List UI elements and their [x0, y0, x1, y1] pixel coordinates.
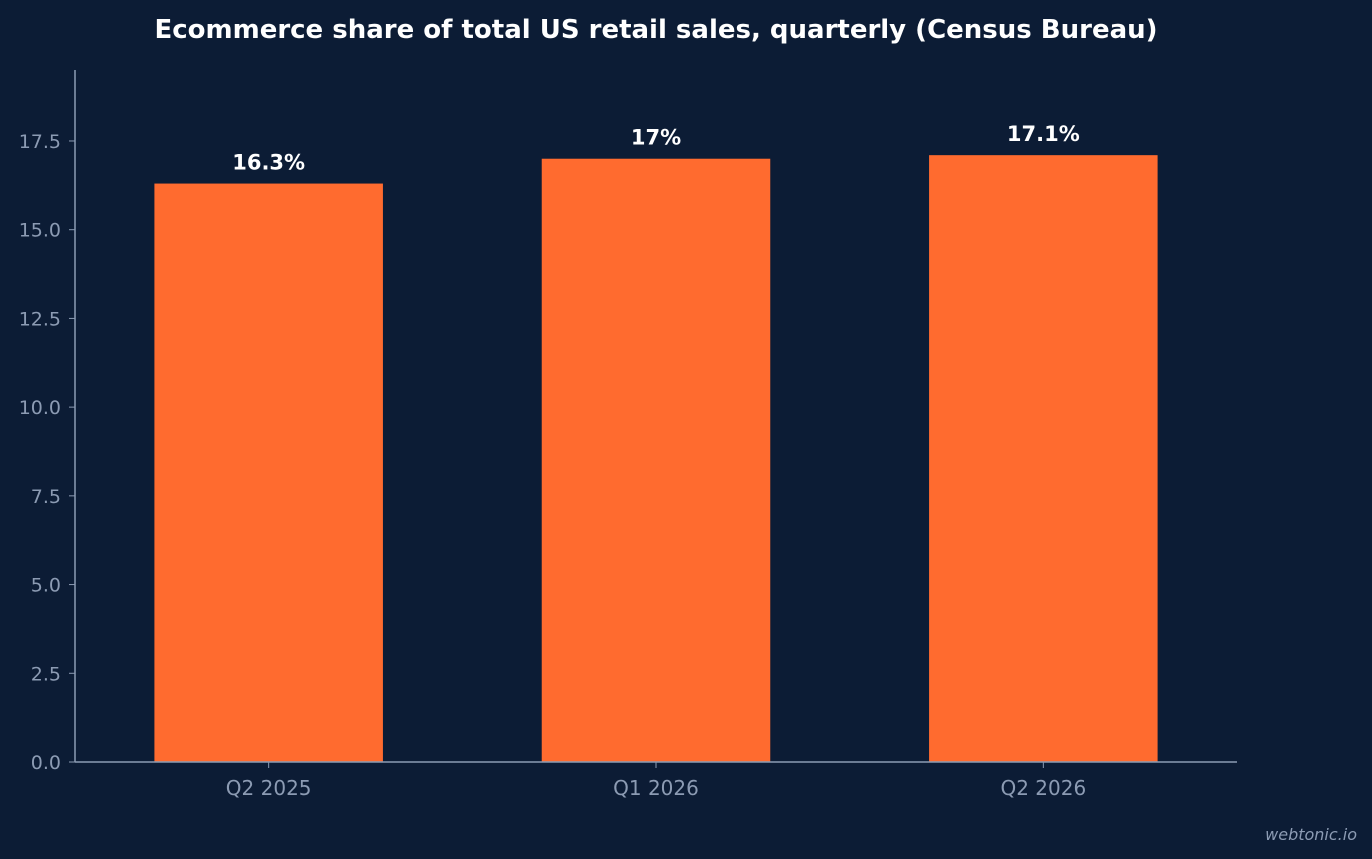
y-tick-label: 12.5	[19, 308, 61, 330]
y-tick-label: 0.0	[31, 752, 61, 774]
y-tick-label: 10.0	[19, 397, 61, 419]
bar	[154, 183, 383, 763]
y-tick-label: 15.0	[19, 220, 61, 242]
y-tick-label: 2.5	[31, 663, 61, 685]
y-tick-label: 5.0	[31, 575, 61, 597]
y-tick-label: 17.5	[19, 131, 61, 153]
chart-title: Ecommerce share of total US retail sales…	[154, 15, 1157, 45]
data-label: 16.3%	[232, 151, 305, 175]
bar	[541, 158, 771, 762]
x-tick-label: Q2 2025	[226, 776, 312, 800]
y-tick-label: 7.5	[31, 486, 61, 508]
bars-group: 16.3% 17% 17.1%	[154, 122, 1158, 763]
data-label: 17%	[631, 126, 681, 150]
x-tick-label: Q1 2026	[613, 776, 699, 800]
bar	[929, 155, 1158, 762]
watermark: webtonic.io	[1265, 825, 1357, 844]
x-axis: Q2 2025 Q1 2026 Q2 2026	[75, 761, 1237, 800]
data-label: 17.1%	[1007, 122, 1080, 146]
x-tick-label: Q2 2026	[1000, 776, 1086, 800]
y-axis: 0.0 2.5 5.0 7.5 10.0 12.5 15.0 17.5	[19, 70, 76, 774]
